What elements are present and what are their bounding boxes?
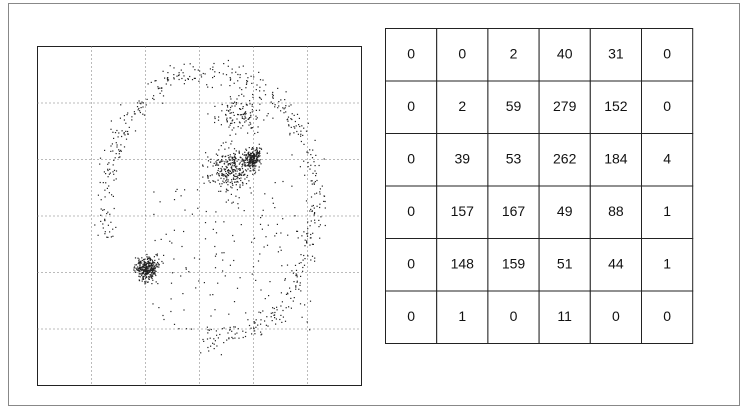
cell-value: 1 xyxy=(458,308,466,324)
cell-value: 148 xyxy=(451,255,475,271)
cell-value: 159 xyxy=(502,255,526,271)
cell-value: 0 xyxy=(407,98,415,114)
cell-value: 167 xyxy=(502,203,526,219)
cell-value: 1 xyxy=(663,203,671,219)
cell-value: 262 xyxy=(553,150,577,166)
cell-value: 0 xyxy=(407,308,415,324)
cell-value: 0 xyxy=(407,150,415,166)
cell-value: 0 xyxy=(458,45,466,61)
cell-value: 88 xyxy=(608,203,624,219)
cell-value: 0 xyxy=(510,308,518,324)
cell-value: 4 xyxy=(663,150,671,166)
screen: 0024031002592791520039532621844015716749… xyxy=(0,0,746,410)
cell-value: 0 xyxy=(663,45,671,61)
cell-value: 2 xyxy=(458,98,466,114)
cell-value: 0 xyxy=(407,203,415,219)
cell-value: 31 xyxy=(608,45,624,61)
cell-value: 40 xyxy=(557,45,573,61)
cell-value: 184 xyxy=(604,150,628,166)
cell-value: 39 xyxy=(455,150,471,166)
cell-value: 2 xyxy=(510,45,518,61)
cell-value: 1 xyxy=(663,255,671,271)
cell-value: 0 xyxy=(663,98,671,114)
cell-value: 0 xyxy=(407,255,415,271)
cell-value: 0 xyxy=(407,45,415,61)
cell-value: 51 xyxy=(557,255,573,271)
cell-value: 11 xyxy=(557,308,572,324)
cell-value: 279 xyxy=(553,98,577,114)
cell-value: 44 xyxy=(608,255,624,271)
cell-value: 0 xyxy=(612,308,620,324)
cell-value: 0 xyxy=(663,308,671,324)
cell-value: 157 xyxy=(451,203,475,219)
cell-value: 49 xyxy=(557,203,573,219)
cell-value: 152 xyxy=(604,98,628,114)
cell-value: 53 xyxy=(506,150,522,166)
scatter-plot xyxy=(38,47,362,386)
cell-value: 59 xyxy=(506,98,522,114)
